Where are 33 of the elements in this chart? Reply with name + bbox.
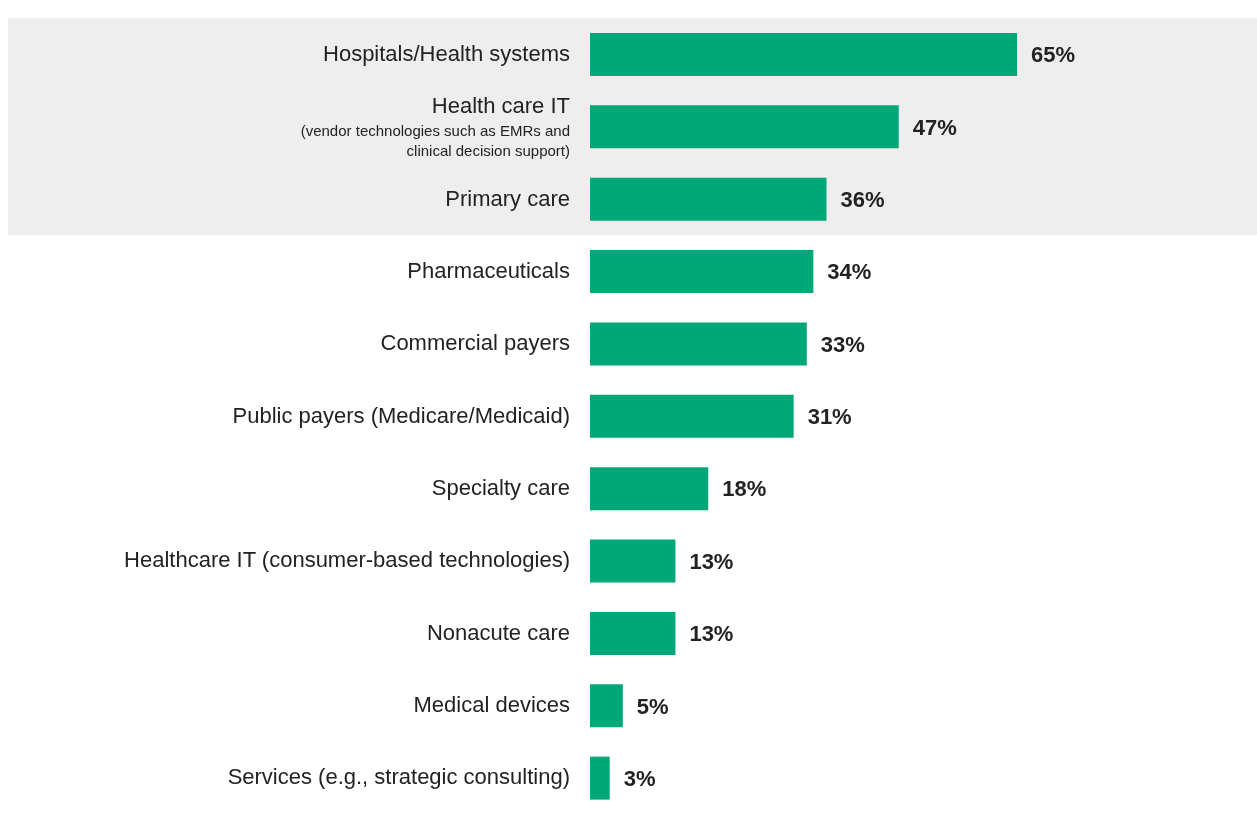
bar bbox=[590, 611, 676, 655]
data-label: 13% bbox=[689, 548, 734, 574]
y-tick-label: Services (e.g., strategic consulting) bbox=[227, 764, 570, 790]
bar bbox=[590, 467, 709, 511]
bar bbox=[590, 684, 623, 728]
bar bbox=[590, 756, 610, 800]
bar bbox=[590, 105, 899, 149]
y-tick-label: Healthcare IT (consumer-based technologies) bbox=[124, 547, 570, 573]
y-tick-label: Pharmaceuticals bbox=[407, 257, 570, 283]
data-label: 18% bbox=[722, 476, 767, 502]
bar bbox=[590, 322, 807, 366]
y-tick-label: Public payers (Medicare/Medicaid) bbox=[232, 402, 570, 428]
data-label: 3% bbox=[623, 765, 656, 791]
data-label: 5% bbox=[636, 693, 669, 719]
bar bbox=[590, 250, 814, 294]
bar bbox=[590, 394, 794, 438]
bar bbox=[590, 539, 676, 583]
data-label: 31% bbox=[807, 404, 852, 430]
y-tick-label: Nonacute care bbox=[426, 619, 570, 645]
data-label: 65% bbox=[1031, 42, 1076, 68]
data-label: 34% bbox=[827, 259, 872, 285]
data-label: 36% bbox=[840, 187, 885, 213]
bar bbox=[590, 177, 827, 221]
bar bbox=[590, 33, 1017, 76]
y-tick-label: Commercial payers bbox=[380, 330, 570, 356]
y-tick-label: Specialty care bbox=[431, 474, 570, 500]
y-tick-label: Health care IT (vendor technologies such as EMRs and clinical decision support) bbox=[300, 93, 570, 160]
data-label: 13% bbox=[689, 621, 734, 647]
y-tick-label: Medical devices bbox=[413, 692, 570, 718]
data-label: 33% bbox=[820, 331, 865, 357]
y-tick-label: Primary care bbox=[445, 185, 570, 211]
data-label: 47% bbox=[912, 114, 957, 140]
y-tick-label: Hospitals/Health systems bbox=[323, 40, 570, 66]
